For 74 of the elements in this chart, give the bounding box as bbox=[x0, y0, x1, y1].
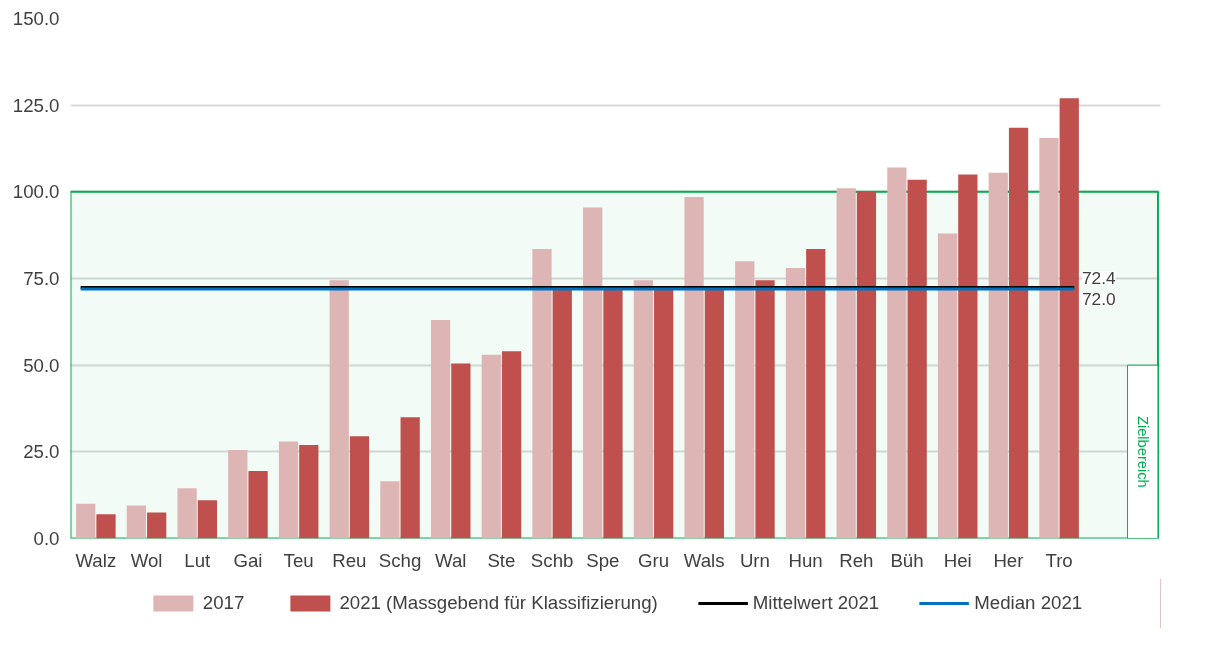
annotation: 72.4 bbox=[1081, 267, 1117, 288]
x-tick-label: Walz bbox=[75, 549, 117, 571]
legend-label: 2021 (Massgebend für Klassifizierung) bbox=[339, 592, 658, 614]
bar bbox=[583, 207, 603, 539]
bar bbox=[501, 351, 522, 539]
x-tick-label: Reu bbox=[332, 549, 367, 571]
bar bbox=[856, 191, 877, 539]
bar bbox=[147, 512, 167, 539]
x-tick-label: Büh bbox=[890, 549, 924, 571]
bar bbox=[988, 172, 1008, 539]
x-tick-label: Lut bbox=[184, 549, 212, 571]
bar bbox=[785, 268, 806, 539]
legend-label: Median 2021 bbox=[974, 592, 1083, 614]
x-tick-label: Tro bbox=[1045, 549, 1073, 571]
x-tick-label: Gru bbox=[637, 549, 670, 571]
bar bbox=[806, 249, 826, 539]
x-tick-label: Spe bbox=[586, 549, 620, 571]
y-tick-label: 50.0 bbox=[23, 354, 60, 376]
bar bbox=[329, 280, 349, 539]
bar bbox=[1059, 98, 1079, 539]
x-tick-label: Wals bbox=[683, 549, 725, 571]
y-tick-label: 150.0 bbox=[12, 8, 60, 29]
annotation: 72.0 bbox=[1081, 288, 1116, 309]
bar bbox=[76, 503, 96, 539]
bar bbox=[704, 288, 724, 539]
bar bbox=[228, 450, 248, 539]
bar bbox=[532, 249, 552, 539]
y-tick-label: 25.0 bbox=[23, 441, 60, 463]
y-tick-label: 100.0 bbox=[12, 181, 60, 203]
x-tick-label: Ste bbox=[487, 549, 516, 571]
x-tick-label: Hun bbox=[788, 549, 823, 571]
x-tick-label: Schg bbox=[378, 549, 422, 571]
bar bbox=[380, 481, 400, 539]
bar bbox=[735, 261, 755, 539]
x-tick-label: Reh bbox=[839, 549, 874, 571]
x-tick-label: Wol bbox=[130, 549, 163, 571]
bar bbox=[633, 280, 654, 539]
x-tick-label: Her bbox=[993, 549, 1024, 571]
bar bbox=[684, 197, 704, 539]
bar bbox=[96, 514, 116, 539]
x-tick-label: Gai bbox=[233, 549, 263, 571]
bar bbox=[126, 505, 147, 539]
x-tick-label: Urn bbox=[739, 549, 770, 571]
x-tick-label: Teu bbox=[283, 549, 314, 571]
bar bbox=[937, 233, 958, 539]
band-label: Zielbereich bbox=[1134, 415, 1151, 488]
x-tick-label: Wal bbox=[435, 549, 467, 571]
bar bbox=[1008, 127, 1029, 539]
y-tick-label: 0.0 bbox=[33, 528, 60, 549]
bar bbox=[430, 320, 451, 539]
bar bbox=[197, 500, 218, 539]
bar bbox=[481, 354, 501, 539]
bar bbox=[907, 179, 927, 539]
bar bbox=[755, 280, 775, 539]
bar bbox=[654, 288, 674, 539]
bar bbox=[248, 470, 268, 539]
bar bbox=[400, 417, 420, 539]
bar bbox=[349, 436, 370, 539]
bar bbox=[887, 167, 907, 539]
bar bbox=[958, 174, 978, 539]
y-tick-label: 75.0 bbox=[23, 268, 60, 289]
legend-label: 2017 bbox=[202, 592, 245, 614]
y-tick-label: 125.0 bbox=[12, 94, 60, 116]
x-tick-label: Schb bbox=[530, 549, 574, 571]
bar bbox=[299, 444, 319, 539]
x-tick-label: Hei bbox=[943, 549, 972, 571]
bar bbox=[451, 363, 471, 539]
legend-label: Mittelwert 2021 bbox=[752, 592, 880, 614]
bar bbox=[552, 288, 572, 539]
bar bbox=[177, 488, 197, 539]
bar bbox=[603, 288, 623, 539]
bar bbox=[836, 188, 856, 539]
bar bbox=[1039, 138, 1059, 539]
bar bbox=[278, 441, 299, 539]
